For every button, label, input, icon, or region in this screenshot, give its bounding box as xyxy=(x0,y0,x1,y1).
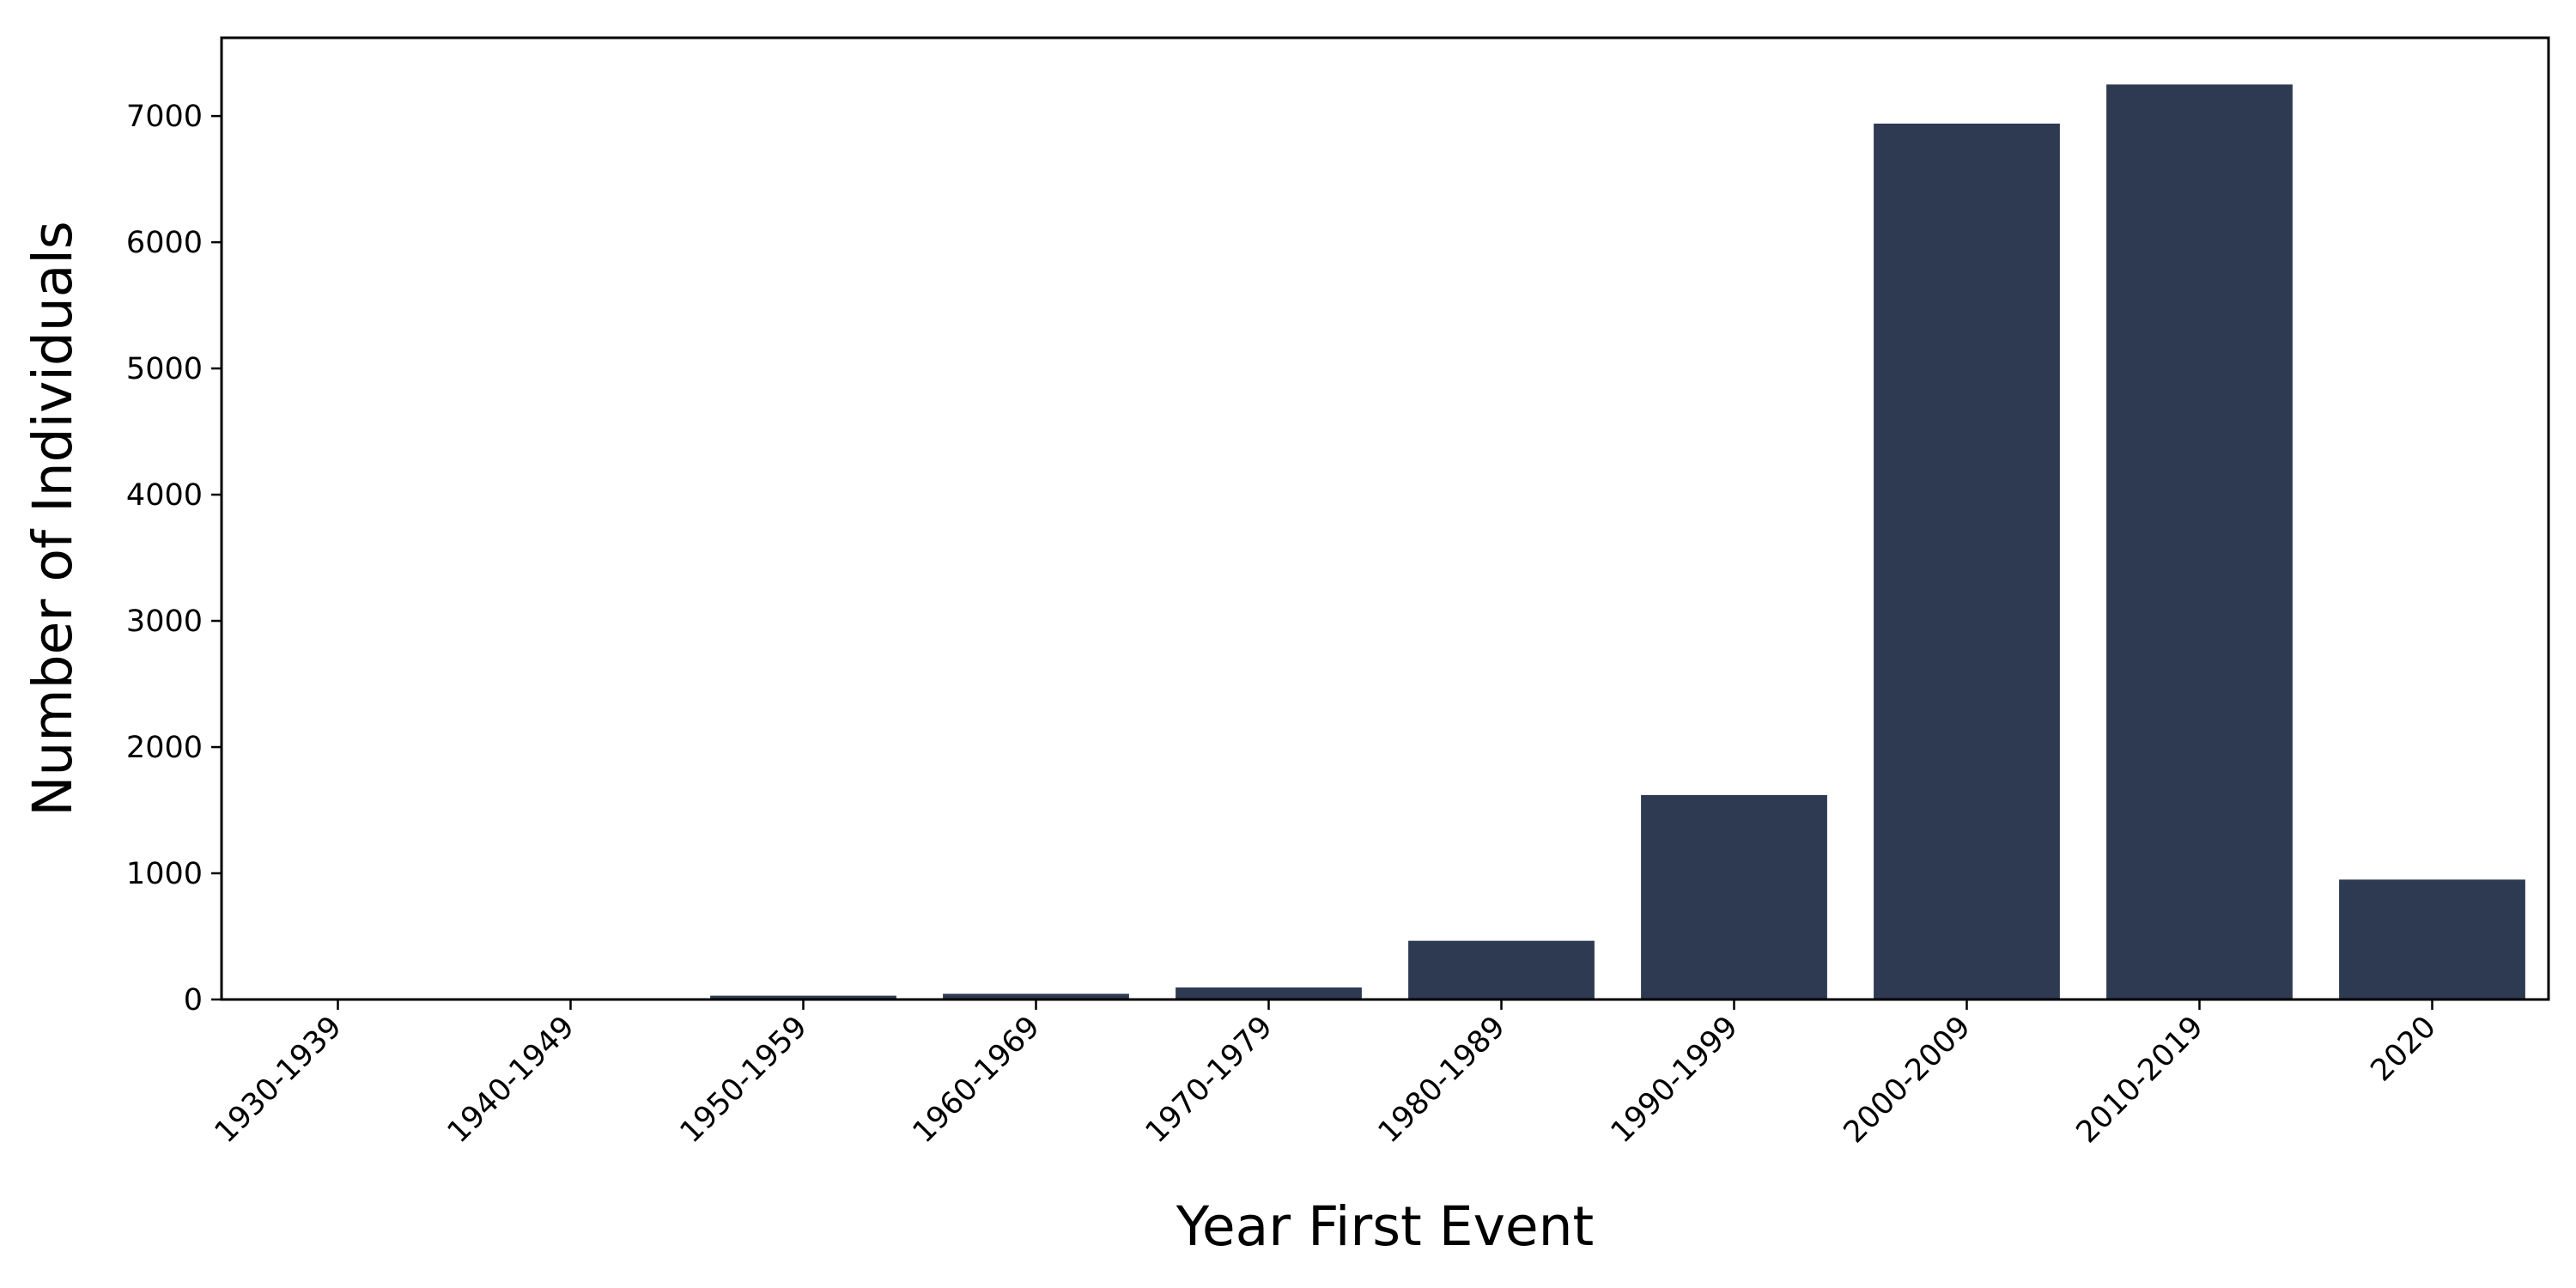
x-tick-label: 1940-1949 xyxy=(441,1010,581,1150)
x-axis-title: Year First Event xyxy=(1176,1195,1595,1258)
y-axis-title: Number of Individuals xyxy=(21,221,84,817)
x-tick-label: 2020 xyxy=(2365,1010,2443,1088)
y-tick-label: 1000 xyxy=(126,857,203,891)
bar-1990-1999 xyxy=(1641,794,1827,999)
y-tick-label: 0 xyxy=(184,983,203,1018)
y-axis-ticks: 0 1000 2000 3000 4000 5000 6000 7000 xyxy=(126,100,222,1018)
bar-2020 xyxy=(2339,879,2525,999)
bars-layer xyxy=(245,84,2525,1000)
x-tick-label: 1970-1979 xyxy=(1139,1010,1279,1150)
y-tick-label: 4000 xyxy=(126,478,203,513)
y-tick-label: 5000 xyxy=(126,352,203,386)
bar-1950-1959 xyxy=(710,995,896,999)
x-tick-label: 1950-1959 xyxy=(674,1010,814,1150)
bar-1960-1969 xyxy=(943,993,1129,999)
bar-1980-1989 xyxy=(1408,940,1595,999)
x-tick-label: 1930-1939 xyxy=(209,1010,349,1150)
x-tick-label: 2010-2019 xyxy=(2070,1010,2210,1150)
y-tick-label: 2000 xyxy=(126,731,203,765)
x-tick-label: 2000-2009 xyxy=(1838,1010,1978,1150)
y-tick-label: 7000 xyxy=(126,100,203,134)
bar-1970-1979 xyxy=(1176,987,1362,999)
plot-frame xyxy=(220,36,2550,1001)
y-tick-label: 6000 xyxy=(126,226,203,260)
y-tick-label: 3000 xyxy=(126,605,203,639)
x-axis-ticks: 1930-1939 1940-1949 1950-1959 1960-1969 1970… xyxy=(209,999,2443,1150)
bar-2010-2019 xyxy=(2106,84,2293,1000)
x-tick-label: 1990-1999 xyxy=(1605,1010,1745,1150)
x-tick-label: 1980-1989 xyxy=(1372,1010,1512,1150)
bar-2000-2009 xyxy=(1874,123,2060,999)
x-tick-label: 1960-1969 xyxy=(907,1010,1047,1150)
